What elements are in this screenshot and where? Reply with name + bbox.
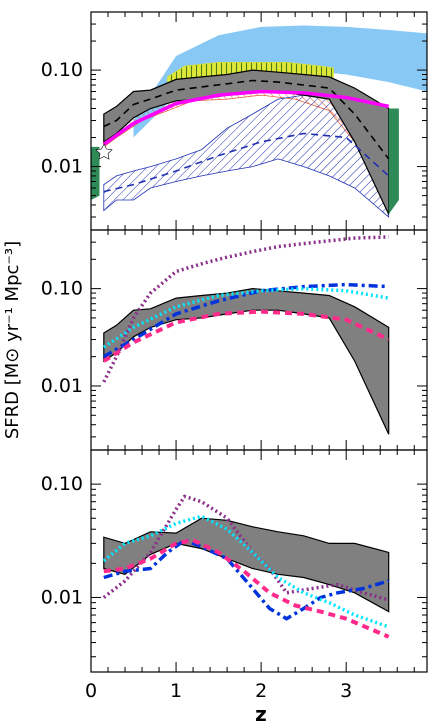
plot-area [91, 25, 427, 218]
panel-middle: 0.01 0.10 [41, 229, 428, 451]
series-line-0 [102, 235, 389, 383]
x-tick-label: 3 [340, 680, 352, 702]
band-3 [103, 94, 390, 218]
series-line-2 [103, 132, 390, 193]
series-line-3 [102, 309, 390, 363]
y-tick-label: 0.01 [41, 156, 83, 178]
plot-area [102, 235, 390, 435]
x-axis-label: z [255, 702, 267, 725]
band-0 [103, 517, 390, 613]
plot-frame [90, 449, 428, 673]
y-tick-label: 0.10 [41, 59, 83, 81]
series-line-0 [102, 494, 390, 602]
band-0 [103, 287, 390, 435]
y-tick-label: 0.10 [41, 278, 83, 300]
star-marker [95, 143, 113, 160]
series-line-0 [103, 79, 390, 160]
y-axis-label: SFRD [M⊙ yr⁻¹ Mpc⁻³] [2, 241, 23, 439]
series-line-1 [102, 282, 389, 359]
x-tick-label: 2 [255, 680, 267, 702]
panel-top: 0.01 0.10 [41, 11, 428, 231]
plot-area [102, 494, 390, 639]
x-tick-label: 0 [85, 680, 97, 702]
x-tick-label: 1 [170, 680, 182, 702]
y-tick-label: 0.10 [41, 473, 83, 495]
series-line-1 [103, 538, 390, 621]
panel-bottom: 0.01 0.10 0 1 2 3 [41, 449, 428, 702]
series-line-1 [102, 89, 390, 146]
band-5 [91, 146, 100, 200]
y-tick-label: 0.01 [41, 375, 83, 397]
band-0 [133, 25, 427, 138]
y-tick-label: 0.01 [41, 586, 83, 608]
band-6 [388, 108, 399, 215]
